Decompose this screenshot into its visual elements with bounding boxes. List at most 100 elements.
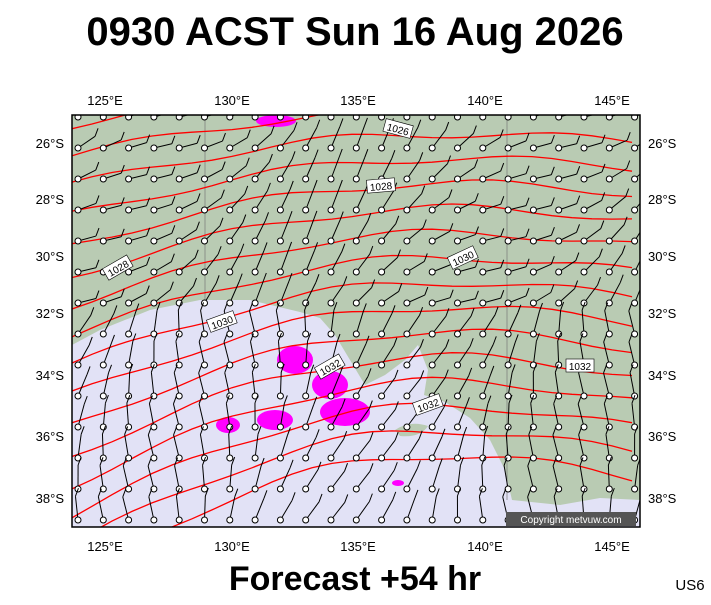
- barb-station: [505, 145, 511, 151]
- barb-station: [75, 176, 81, 182]
- isobar-label-text: 1028: [370, 181, 394, 194]
- barb-feather: [551, 103, 554, 111]
- barb-station: [126, 517, 132, 523]
- barb-station: [227, 269, 233, 275]
- barb-station: [151, 300, 157, 306]
- barb-station: [202, 145, 208, 151]
- barb-station: [606, 331, 612, 337]
- barb-station: [353, 176, 359, 182]
- barb-feather: [197, 105, 200, 113]
- barb-station: [126, 176, 132, 182]
- barb-station: [581, 207, 587, 213]
- barb-feather: [416, 88, 419, 96]
- barb-station: [606, 145, 612, 151]
- barb-station: [632, 269, 638, 275]
- barb-station: [530, 300, 536, 306]
- barb-station: [252, 300, 258, 306]
- barb-station: [353, 486, 359, 492]
- barb-station: [353, 207, 359, 213]
- lat-label: 28°S: [36, 192, 65, 207]
- barb-feather: [652, 100, 655, 108]
- barb-station: [404, 455, 410, 461]
- barb-station: [480, 424, 486, 430]
- barb-station: [202, 176, 208, 182]
- barb-station: [75, 362, 81, 368]
- barb-station: [606, 238, 612, 244]
- barb-feather: [577, 104, 580, 112]
- barb-station: [530, 238, 536, 244]
- barb-station: [632, 300, 638, 306]
- barb-station: [606, 269, 612, 275]
- barb-station: [328, 269, 334, 275]
- forecast: Forecast +54 hr: [229, 560, 481, 598]
- lon-label: 135°E: [340, 539, 376, 554]
- barb-station: [176, 176, 182, 182]
- barb-station: [100, 517, 106, 523]
- barb-station: [556, 424, 562, 430]
- barb-station: [455, 207, 461, 213]
- barb-station: [530, 207, 536, 213]
- barb-station: [328, 393, 334, 399]
- barb-station: [379, 300, 385, 306]
- barb-station: [100, 207, 106, 213]
- barb-station: [151, 424, 157, 430]
- barb-station: [353, 424, 359, 430]
- barb-station: [100, 362, 106, 368]
- barb-station: [429, 300, 435, 306]
- station: US6: [675, 577, 704, 594]
- barb-station: [455, 269, 461, 275]
- barb-station: [328, 300, 334, 306]
- barb-station: [100, 455, 106, 461]
- barb-station: [277, 455, 283, 461]
- barb-station: [151, 269, 157, 275]
- barb-station: [556, 455, 562, 461]
- barb-feather: [647, 214, 650, 222]
- barb-station: [404, 517, 410, 523]
- barb-feather: [651, 157, 654, 165]
- barb-station: [581, 393, 587, 399]
- barb-station: [505, 207, 511, 213]
- barb-station: [328, 331, 334, 337]
- barb-station: [606, 176, 612, 182]
- barb-station: [505, 238, 511, 244]
- barb-station: [505, 269, 511, 275]
- barb-station: [632, 207, 638, 213]
- barb-station: [227, 176, 233, 182]
- lat-label: 28°S: [648, 192, 677, 207]
- barb-station: [379, 207, 385, 213]
- barb-station: [379, 269, 385, 275]
- barb-station: [404, 486, 410, 492]
- barb-station: [556, 300, 562, 306]
- barb-station: [252, 269, 258, 275]
- barb-station: [455, 393, 461, 399]
- barb-station: [176, 207, 182, 213]
- barb-station: [176, 424, 182, 430]
- lat-label: 34°S: [36, 368, 65, 383]
- barb-station: [202, 362, 208, 368]
- barb-station: [606, 207, 612, 213]
- barb-station: [126, 362, 132, 368]
- barb-station: [303, 486, 309, 492]
- barb-station: [176, 238, 182, 244]
- barb-station: [455, 424, 461, 430]
- isobar-label-text: 1032: [569, 362, 592, 373]
- barb-station: [429, 331, 435, 337]
- barb-station: [303, 207, 309, 213]
- barb-station: [530, 331, 536, 337]
- barb-station: [404, 362, 410, 368]
- lat-label: 36°S: [648, 429, 677, 444]
- barb-station: [227, 331, 233, 337]
- barb-station: [353, 300, 359, 306]
- barb-station: [429, 145, 435, 151]
- barb-station: [429, 269, 435, 275]
- barb-station: [530, 486, 536, 492]
- barb-station: [632, 331, 638, 337]
- barb-station: [455, 517, 461, 523]
- barb-station: [303, 393, 309, 399]
- barb-station: [556, 362, 562, 368]
- barb-station: [581, 145, 587, 151]
- barb-station: [505, 362, 511, 368]
- barb-station: [480, 269, 486, 275]
- barb-station: [277, 486, 283, 492]
